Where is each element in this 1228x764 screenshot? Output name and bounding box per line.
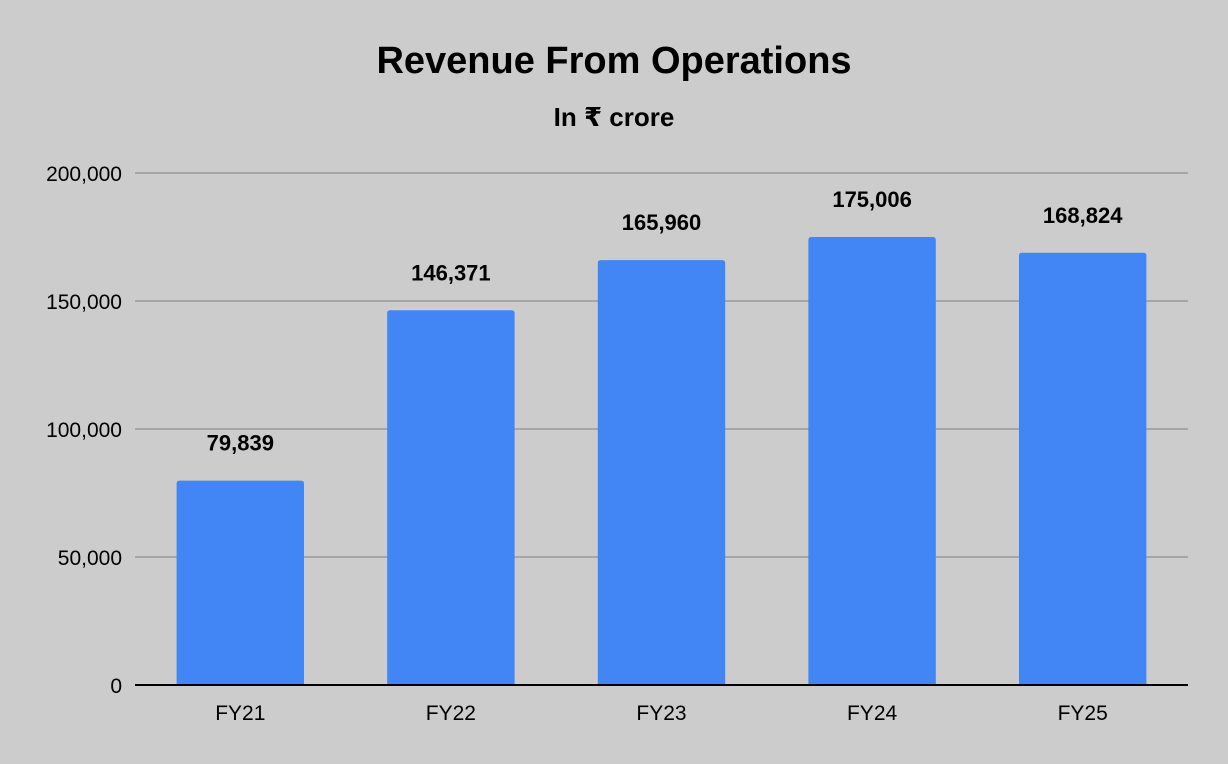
data-label: 165,960: [622, 210, 702, 235]
x-tick-label: FY25: [1058, 702, 1108, 725]
x-tick-label: FY24: [847, 702, 898, 725]
data-label: 79,839: [207, 431, 274, 456]
y-tick-label: 200,000: [46, 163, 122, 186]
bar-fy21: [176, 480, 305, 685]
bar-fy23: [597, 260, 726, 685]
bar-fy24: [808, 236, 936, 686]
x-tick-label: FY22: [426, 702, 476, 725]
data-label: 175,006: [832, 187, 912, 212]
x-tick-label: FY21: [215, 702, 265, 725]
chart-title: Revenue From Operations: [376, 40, 852, 82]
y-tick-label: 50,000: [58, 547, 122, 570]
chart-subtitle: In ₹ crore: [553, 102, 675, 132]
y-tick-label: 150,000: [46, 291, 122, 314]
bar-fy22: [387, 310, 515, 685]
x-tick-label: FY23: [636, 702, 686, 725]
data-label: 146,371: [411, 260, 491, 285]
bar-fy25: [1018, 252, 1147, 686]
data-label: 168,824: [1043, 203, 1123, 228]
y-tick-label: 0: [110, 675, 122, 698]
y-tick-label: 100,000: [46, 419, 122, 442]
